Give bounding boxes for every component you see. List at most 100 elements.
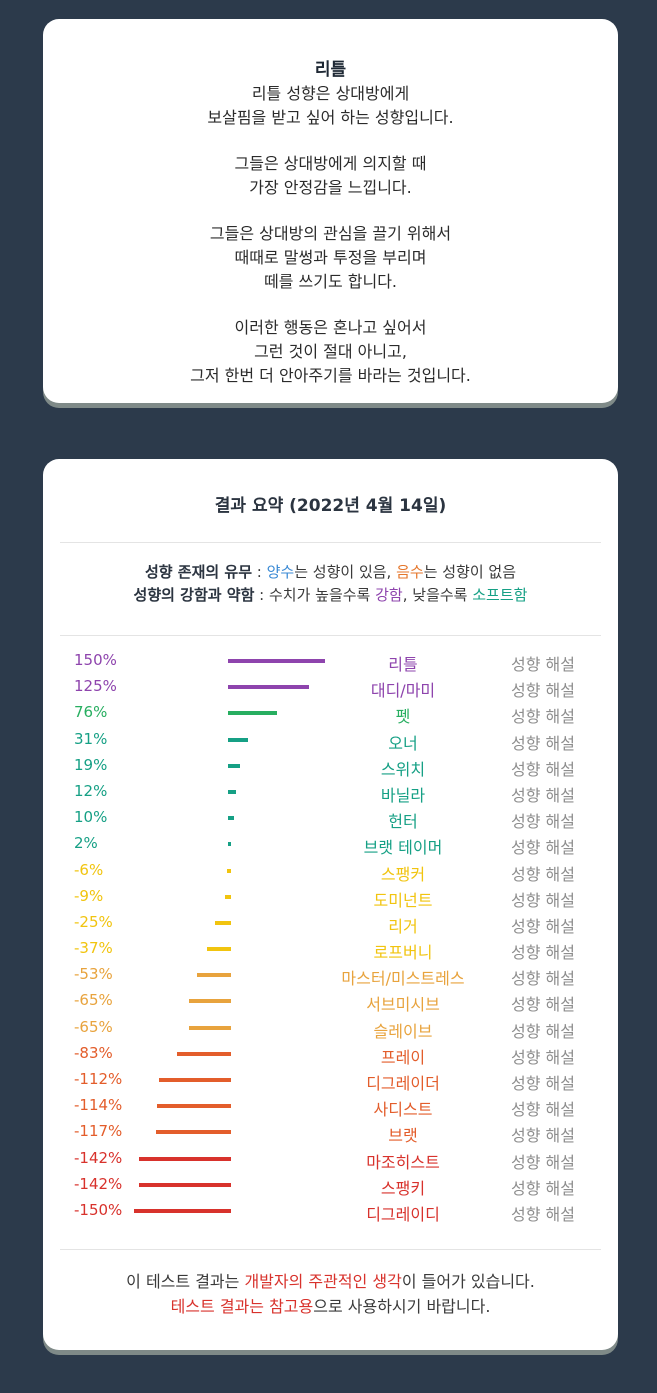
result-description-link[interactable]: 성향 해설 [511,1074,575,1093]
result-description-link[interactable]: 성향 해설 [511,759,575,779]
result-percent: 19% [74,755,108,774]
result-bar [228,659,325,663]
result-bar [228,763,241,768]
legend-sep: : [254,586,269,604]
result-description-link[interactable]: 성향 해설 [511,1152,575,1172]
result-bar [214,920,231,925]
divider [60,542,601,543]
legend-soft: 소프트함 [472,586,528,604]
result-description-link[interactable]: 성향 해설 [511,812,575,832]
result-name: 프레이 [380,1047,426,1067]
result-description-link[interactable]: 성향 해설 [511,1021,575,1041]
result-percent: -150% [74,1200,123,1219]
result-description-link[interactable]: 성향 해설 [511,707,575,727]
result-description-link[interactable]: 성향 해설 [511,1126,575,1146]
result-row: 10% 헌터 성향 해설 [43,805,618,831]
result-description-link[interactable]: 성향 해설 [511,969,575,989]
result-name: 도미넌트 [373,890,433,910]
result-name: 스팽커 [380,864,426,884]
result-description-link[interactable]: 성향 해설 [511,916,575,936]
result-percent: 31% [74,729,108,748]
result-bar [189,1025,231,1030]
legend-sep: : [252,563,267,581]
profile-description: 리틀 성향은 상대방에게 보살핌을 받고 싶어 하는 성향입니다. 그들은 상대… [43,82,618,410]
summary-card: 결과 요약 (2022년 4월 14일) 성향 존재의 유무 : 양수는 성향이… [43,459,618,1350]
result-bar [139,1182,231,1187]
disclaimer-text: 이 들어가 있습니다. [401,1272,535,1291]
result-percent: -117% [74,1122,123,1141]
result-percent: 125% [74,677,117,696]
result-bar [134,1208,231,1213]
paragraph-line: 그들은 상대방의 관심을 끌기 위해서 [209,224,452,243]
result-bar [228,789,236,794]
result-description-link[interactable]: 성향 해설 [511,1047,575,1067]
result-row: -142% 스팽키 성향 해설 [43,1172,618,1198]
result-bar [225,894,231,899]
legend-text: 는 성향이 있음, [294,563,397,581]
result-bar [189,999,231,1004]
result-row: 2% 브랫 테이머 성향 해설 [43,831,618,857]
paragraph-line: 때때로 말썽과 투정을 부리며 [234,248,427,267]
result-name: 사디스트 [373,1100,433,1120]
result-percent: -53% [74,965,113,984]
legend-existence: 성향 존재의 유무 : 양수는 성향이 있음, 음수는 성향이 없음 [43,561,618,584]
profile-card: 리틀 리틀 성향은 상대방에게 보살핌을 받고 싶어 하는 성향입니다. 그들은… [43,19,618,403]
result-bar [228,737,248,742]
result-name: 헌터 [388,812,418,832]
result-name: 스위치 [380,759,426,779]
result-percent: -114% [74,1096,123,1115]
result-description-link[interactable]: 성향 해설 [511,655,575,674]
result-name: 펫 [395,707,411,727]
result-description-link[interactable]: 성향 해설 [511,1178,575,1198]
result-name: 오너 [388,733,418,753]
result-bar [207,947,231,952]
result-row: -37% 로프버니 성향 해설 [43,936,618,962]
result-row: 12% 바닐라 성향 해설 [43,779,618,805]
legend-key: 성향의 강함과 약함 [133,586,255,604]
result-percent: -6% [74,860,104,879]
legend-text: 수치가 높을수록 [268,586,376,604]
result-list: 150% 리틀 성향 해설 125% 대디/마미 성향 해설 76% 펫 성향 해설 31% 오너 성… [43,648,618,1224]
result-bar [228,685,309,690]
disclaimer-line-2: 테스트 결과는 참고용으로 사용하시기 바랍니다. [43,1294,618,1319]
result-name: 바닐라 [380,785,426,805]
result-percent: -142% [74,1148,123,1167]
result-description-link[interactable]: 성향 해설 [511,733,575,753]
legend-text: , 낮을수록 [402,586,473,604]
result-description-link[interactable]: 성향 해설 [511,995,575,1015]
result-bar [177,1051,231,1056]
result-description-link[interactable]: 성향 해설 [511,1204,575,1224]
result-description-link[interactable]: 성향 해설 [511,1100,575,1120]
result-row: -65% 서브미시브 성향 해설 [43,988,618,1014]
paragraph-4: 이러한 행동은 혼나고 싶어서 그런 것이 절대 아니고, 그저 한번 더 안아… [43,316,618,388]
paragraph-2: 그들은 상대방에게 의지할 때 가장 안정감을 느낍니다. [43,152,618,200]
result-row: -117% 브랫 성향 해설 [43,1119,618,1145]
result-name: 대디/마미 [370,681,436,701]
result-description-link[interactable]: 성향 해설 [511,864,575,884]
result-description-link[interactable]: 성향 해설 [511,681,575,701]
result-name: 마스터/미스트레스 [341,969,465,989]
result-row: 150% 리틀 성향 해설 [43,648,618,674]
result-description-link[interactable]: 성향 해설 [511,838,575,858]
result-percent: -65% [74,1017,113,1036]
legend-negative: 음수 [396,563,424,581]
result-row: -65% 슬레이브 성향 해설 [43,1015,618,1041]
result-percent: -83% [74,1043,113,1062]
result-bar [227,868,231,873]
result-percent: 12% [74,781,108,800]
paragraph-line: 리틀 성향은 상대방에게 [251,84,410,103]
disclaimer-highlight: 테스트 결과는 참고용 [170,1297,314,1316]
result-bar [157,1104,231,1109]
result-description-link[interactable]: 성향 해설 [511,785,575,805]
divider [60,1249,601,1250]
result-description-link[interactable]: 성향 해설 [511,943,575,963]
result-description-link[interactable]: 성향 해설 [511,890,575,910]
paragraph-line: 가장 안정감을 느낍니다. [249,178,412,197]
result-percent: 2% [74,834,98,853]
result-bar [228,842,231,847]
result-name: 디그레이디 [366,1204,440,1224]
result-percent: -9% [74,886,104,905]
result-row: -6% 스팽커 성향 해설 [43,858,618,884]
paragraph-line: 보살핌을 받고 싶어 하는 성향입니다. [207,108,454,127]
result-bar [158,1078,231,1082]
